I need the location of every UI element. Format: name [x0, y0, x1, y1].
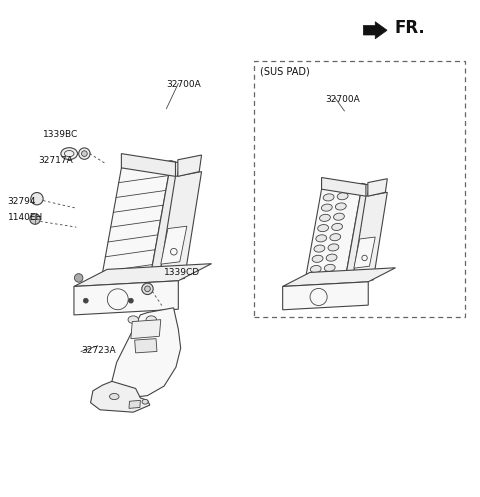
- Polygon shape: [161, 226, 187, 264]
- Circle shape: [142, 283, 153, 295]
- Text: 32700A: 32700A: [325, 94, 360, 103]
- Polygon shape: [304, 183, 362, 286]
- Text: 32794: 32794: [8, 196, 36, 206]
- Polygon shape: [363, 22, 387, 39]
- Polygon shape: [283, 268, 396, 286]
- Ellipse shape: [332, 223, 343, 231]
- Ellipse shape: [314, 245, 325, 252]
- Polygon shape: [368, 179, 387, 196]
- Polygon shape: [178, 155, 202, 176]
- Text: 32700A: 32700A: [167, 81, 201, 89]
- Circle shape: [31, 192, 43, 205]
- Circle shape: [144, 286, 150, 292]
- Polygon shape: [322, 177, 366, 196]
- Polygon shape: [129, 400, 140, 409]
- Text: 1140EH: 1140EH: [8, 213, 43, 222]
- Polygon shape: [131, 320, 161, 338]
- Ellipse shape: [309, 276, 319, 283]
- Ellipse shape: [330, 234, 341, 241]
- Circle shape: [74, 274, 83, 282]
- Text: FR.: FR.: [394, 19, 425, 37]
- Ellipse shape: [316, 235, 327, 242]
- Ellipse shape: [61, 148, 77, 160]
- Ellipse shape: [328, 244, 339, 251]
- Ellipse shape: [336, 203, 346, 210]
- Circle shape: [84, 298, 88, 303]
- Polygon shape: [150, 161, 180, 283]
- Ellipse shape: [323, 194, 334, 201]
- Polygon shape: [74, 281, 179, 315]
- Text: (SUS PAD): (SUS PAD): [260, 67, 310, 77]
- Ellipse shape: [128, 316, 138, 324]
- Circle shape: [129, 298, 133, 303]
- Polygon shape: [345, 183, 370, 284]
- Polygon shape: [354, 237, 375, 268]
- Ellipse shape: [146, 316, 156, 324]
- Polygon shape: [100, 161, 171, 286]
- Polygon shape: [283, 282, 368, 310]
- Ellipse shape: [109, 394, 119, 400]
- Ellipse shape: [320, 214, 330, 221]
- Text: 32717A: 32717A: [38, 156, 73, 165]
- Ellipse shape: [312, 255, 323, 262]
- Polygon shape: [112, 308, 180, 398]
- Ellipse shape: [142, 400, 148, 404]
- Ellipse shape: [334, 213, 344, 220]
- Bar: [254, 61, 466, 317]
- Circle shape: [82, 151, 87, 157]
- Ellipse shape: [337, 193, 348, 200]
- Ellipse shape: [326, 254, 337, 261]
- Ellipse shape: [318, 225, 328, 232]
- Polygon shape: [91, 381, 150, 412]
- Polygon shape: [121, 154, 176, 176]
- Circle shape: [30, 214, 40, 224]
- Text: 1339BC: 1339BC: [43, 130, 78, 139]
- Circle shape: [79, 148, 90, 160]
- Text: 32723A: 32723A: [81, 346, 116, 355]
- Polygon shape: [135, 338, 157, 353]
- Ellipse shape: [323, 274, 333, 282]
- Polygon shape: [352, 192, 387, 284]
- Ellipse shape: [322, 204, 332, 211]
- Polygon shape: [74, 264, 212, 286]
- Polygon shape: [158, 171, 202, 283]
- Ellipse shape: [311, 265, 321, 272]
- Ellipse shape: [324, 264, 335, 271]
- Text: 1339CD: 1339CD: [164, 268, 200, 277]
